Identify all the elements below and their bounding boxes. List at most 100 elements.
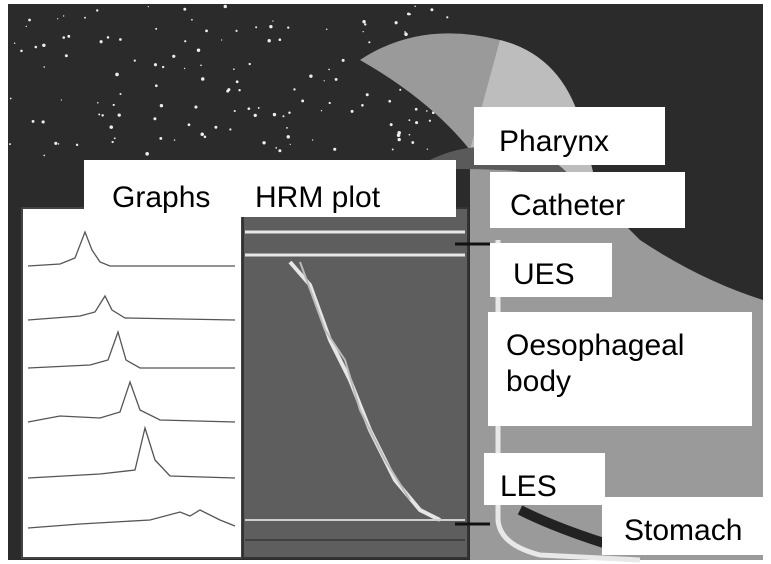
star <box>364 23 366 25</box>
star <box>62 36 65 39</box>
star <box>214 126 217 129</box>
star <box>160 104 163 107</box>
star <box>43 66 45 68</box>
star <box>404 31 406 33</box>
star <box>172 55 175 58</box>
star <box>392 149 394 151</box>
star <box>148 6 149 7</box>
star <box>395 22 397 24</box>
star <box>233 68 235 70</box>
star <box>204 136 207 139</box>
star <box>96 9 98 11</box>
star <box>184 68 185 69</box>
star <box>290 144 291 145</box>
star <box>221 39 222 40</box>
hrm-panel <box>243 208 468 558</box>
star <box>408 119 410 121</box>
star <box>183 8 186 11</box>
star <box>426 110 428 112</box>
star <box>309 74 312 77</box>
star <box>366 93 369 96</box>
star <box>282 115 284 117</box>
star <box>363 31 364 32</box>
star <box>32 120 35 123</box>
star <box>205 30 208 33</box>
star <box>288 111 290 113</box>
star <box>134 60 136 62</box>
star <box>61 99 62 100</box>
hrm-plot-label: HRM plot <box>255 181 381 214</box>
star <box>321 110 322 111</box>
star <box>84 17 86 19</box>
star <box>342 59 345 62</box>
star <box>224 5 227 8</box>
star <box>109 125 113 129</box>
catheter-label: Catheter <box>510 189 625 222</box>
star <box>111 141 113 143</box>
star <box>351 110 354 113</box>
star <box>397 131 401 135</box>
star <box>174 139 175 140</box>
star <box>101 114 103 116</box>
star <box>415 121 418 124</box>
star <box>100 40 103 43</box>
star <box>188 123 191 126</box>
pharynx-label: Pharynx <box>499 125 609 158</box>
graphs-panel <box>22 208 242 558</box>
star <box>414 5 416 7</box>
star <box>97 102 99 104</box>
star <box>14 43 15 44</box>
star <box>287 26 289 28</box>
star <box>65 54 68 57</box>
star <box>159 137 162 140</box>
star <box>20 50 23 53</box>
star <box>429 120 431 122</box>
figure: Graphs HRM plot Pharynx Catheter UES Oes… <box>0 0 771 564</box>
star <box>293 88 295 90</box>
star <box>145 152 149 156</box>
star <box>272 20 273 21</box>
star <box>390 123 393 126</box>
label-line: Oesophageal <box>506 329 684 362</box>
star <box>399 89 401 91</box>
star <box>229 128 231 130</box>
star <box>226 90 229 93</box>
star <box>415 108 418 111</box>
star <box>9 143 11 145</box>
star <box>155 28 157 30</box>
star <box>301 99 304 102</box>
star <box>115 73 119 77</box>
star <box>184 40 186 42</box>
star <box>28 19 31 22</box>
star <box>269 25 272 28</box>
star <box>200 64 202 66</box>
star <box>236 80 239 83</box>
star <box>361 104 364 107</box>
ues-label: UES <box>513 258 575 291</box>
stomach-label: Stomach <box>624 514 742 547</box>
star <box>335 78 338 81</box>
star <box>119 93 121 95</box>
star <box>312 139 313 140</box>
star <box>26 26 27 27</box>
star <box>235 30 237 32</box>
star <box>430 8 433 11</box>
star <box>35 46 38 49</box>
star <box>411 141 414 144</box>
star <box>326 28 328 30</box>
star <box>407 12 410 15</box>
star <box>114 137 116 139</box>
star <box>76 144 78 146</box>
star <box>247 107 250 110</box>
star <box>113 104 115 106</box>
label-line: body <box>506 365 571 398</box>
star <box>154 63 157 66</box>
star <box>118 113 121 116</box>
star <box>238 89 240 91</box>
star <box>107 36 110 39</box>
star <box>404 32 408 36</box>
star <box>324 80 325 81</box>
star <box>43 155 45 157</box>
star <box>119 38 122 41</box>
star <box>42 44 45 47</box>
